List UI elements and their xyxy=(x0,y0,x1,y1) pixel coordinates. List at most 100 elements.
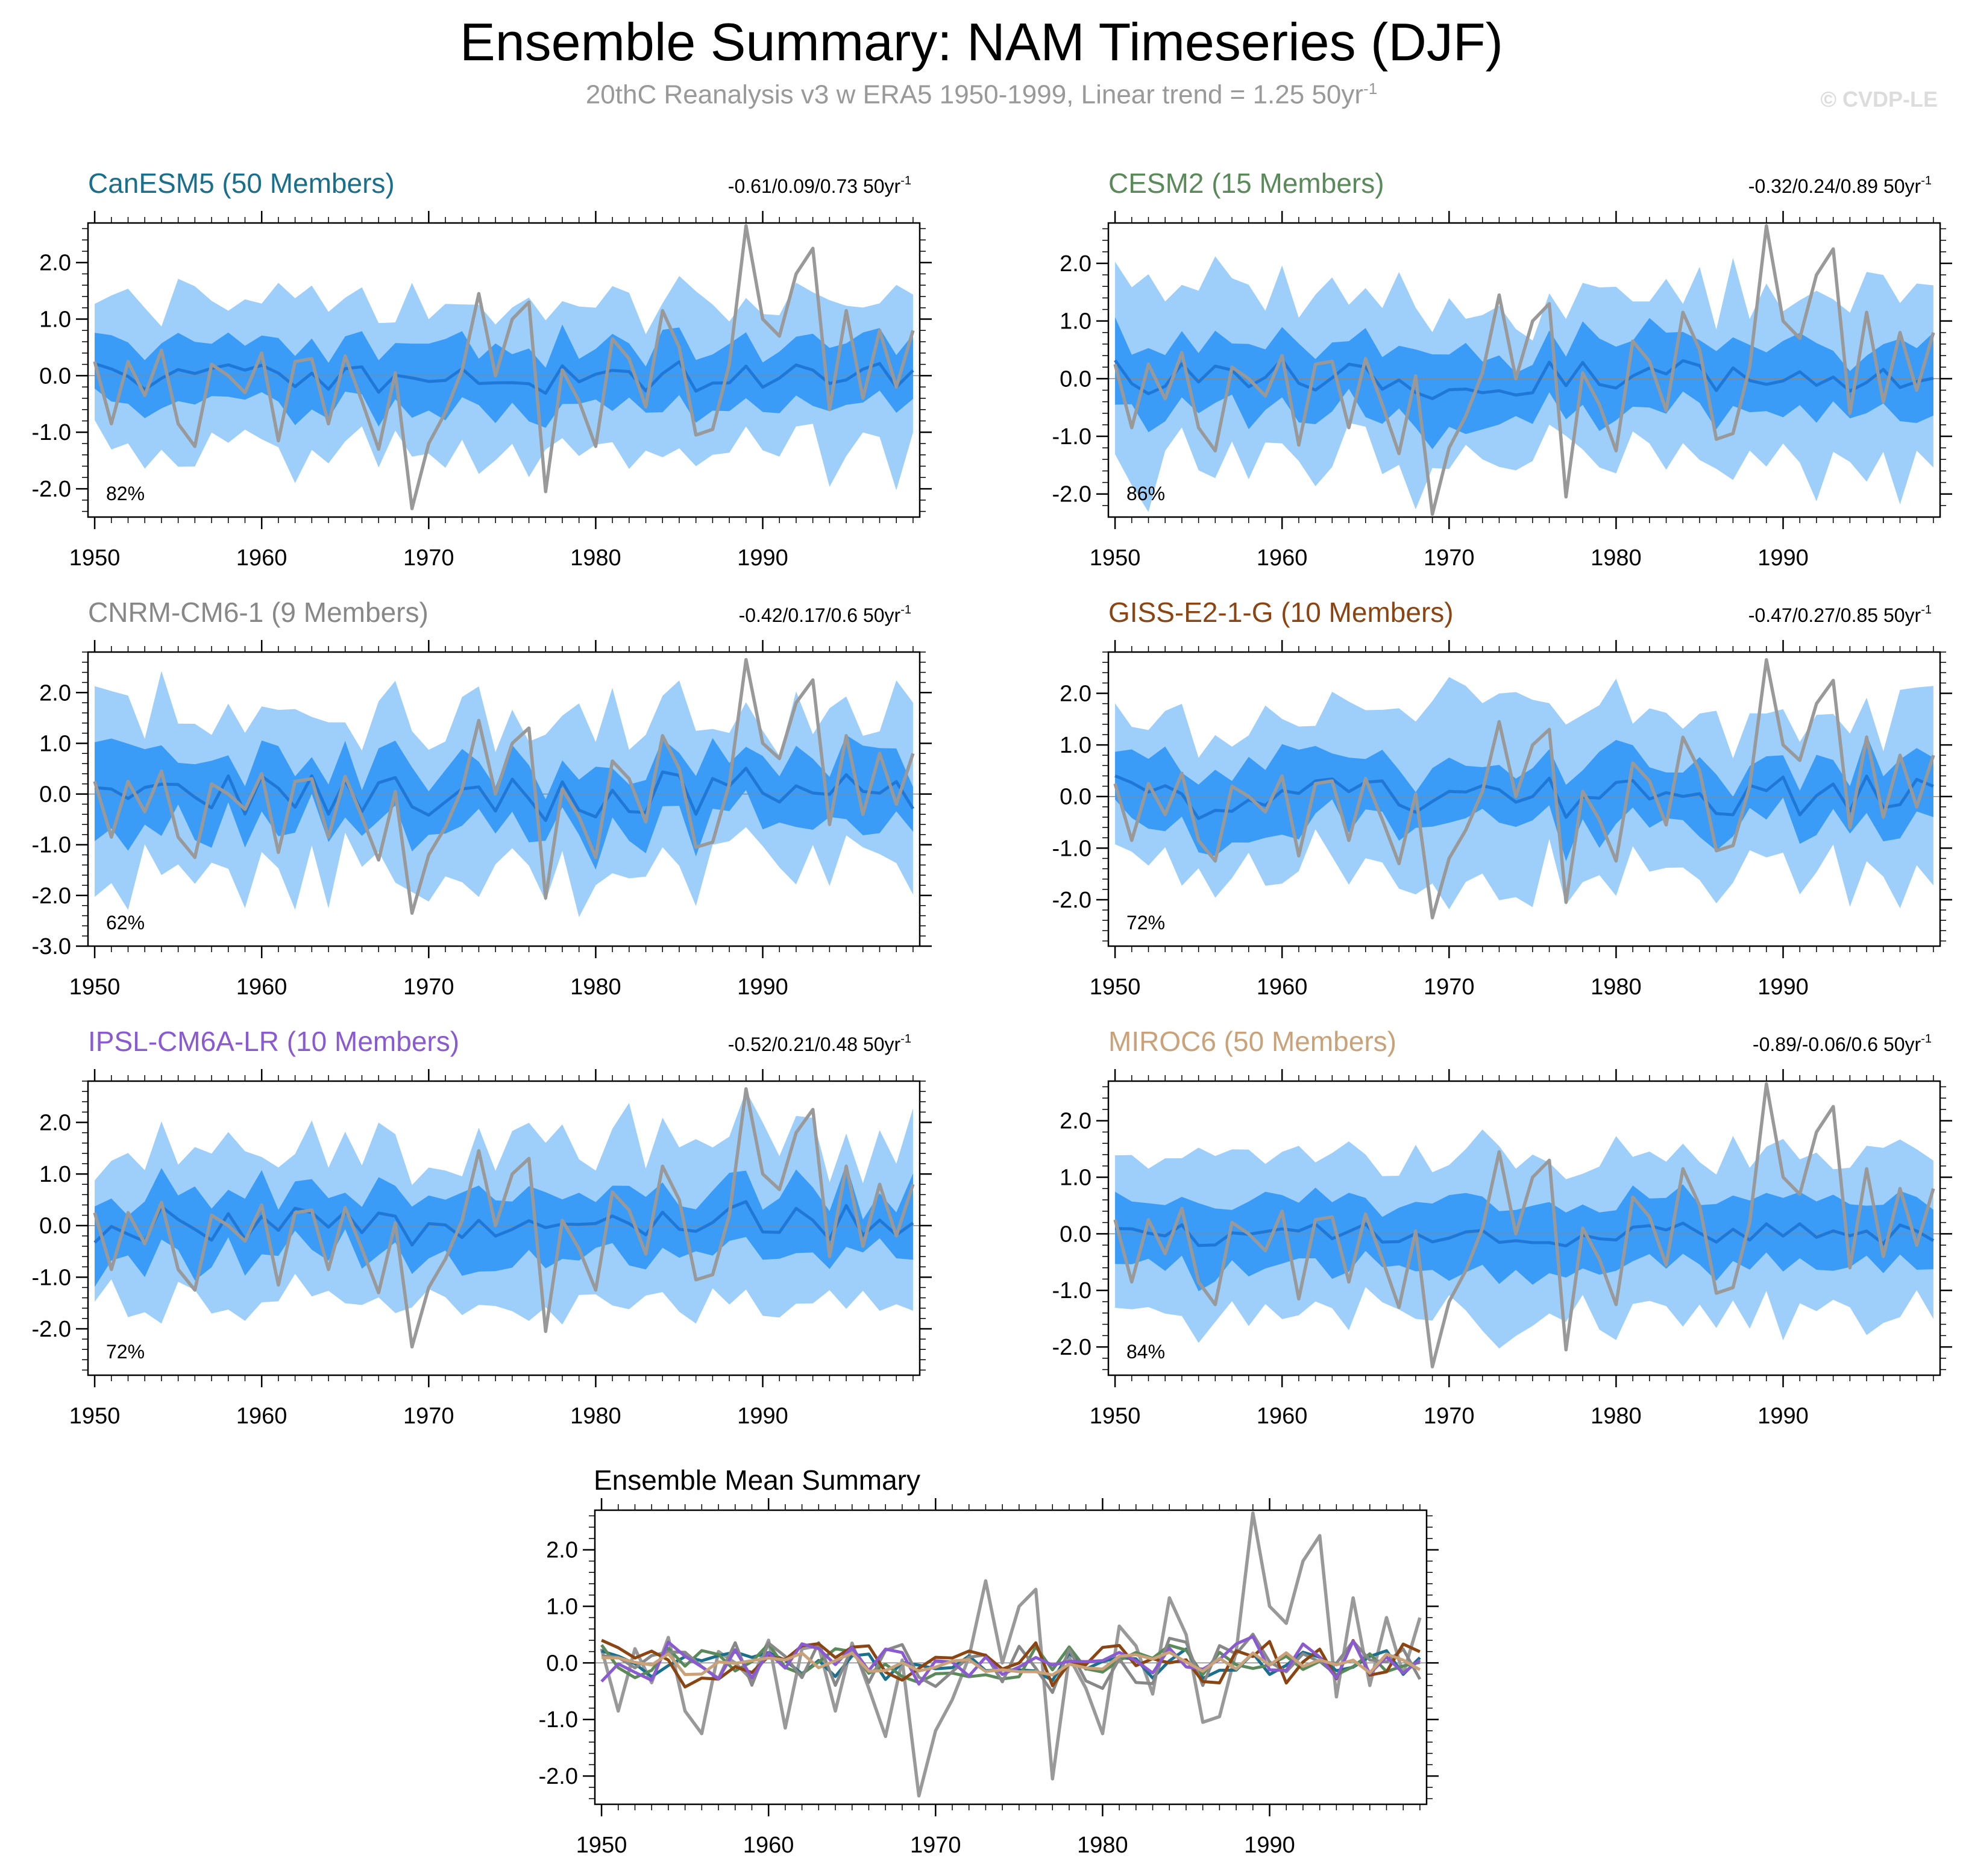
plot-frame xyxy=(1107,222,1941,518)
y-tick-label: 1.0 xyxy=(1060,309,1091,334)
y-tick-label: -2.0 xyxy=(1052,1335,1091,1360)
observed-line xyxy=(93,657,915,915)
x-tick-label: 1990 xyxy=(737,974,788,1000)
observed-line xyxy=(1113,1082,1935,1369)
panel-stats-value: -0.32/0.24/0.89 50yr xyxy=(1748,175,1921,197)
x-tick-label: 1970 xyxy=(1424,1404,1475,1429)
panel-stats: -0.52/0.21/0.48 50yr-1 xyxy=(728,1032,911,1055)
x-tick-label: 1970 xyxy=(403,974,454,1000)
x-tick-label: 1980 xyxy=(570,1404,621,1429)
y-tick-label: -1.0 xyxy=(1052,836,1091,861)
y-tick-label: 0.0 xyxy=(39,782,71,808)
panel-stats: -0.32/0.24/0.89 50yr-1 xyxy=(1748,174,1932,197)
y-tick-label: 1.0 xyxy=(39,307,71,333)
x-tick-label: 1950 xyxy=(1090,974,1141,1000)
y-tick-label: 0.0 xyxy=(546,1651,578,1676)
x-tick-label: 1980 xyxy=(1077,1833,1128,1858)
panel-cesm2: CESM2 (15 Members) -0.32/0.24/0.89 50yr-1… xyxy=(1052,168,1952,571)
y-tick-label: -1.0 xyxy=(539,1707,578,1733)
plot-frame xyxy=(87,651,921,947)
y-tick-label: 0.0 xyxy=(39,363,71,389)
x-tick-label: 1960 xyxy=(1257,974,1308,1000)
x-tick-label: 1970 xyxy=(403,1404,454,1429)
inner-spread-band xyxy=(95,735,913,870)
panel-stats-value: -0.47/0.27/0.85 50yr xyxy=(1748,604,1921,626)
figure-subtitle: 20thC Reanalysis v3 w ERA5 1950-1999, Li… xyxy=(0,80,1963,110)
inner-spread-band xyxy=(95,324,913,428)
x-tick-label: 1990 xyxy=(737,545,788,571)
y-tick-label: 2.0 xyxy=(1060,251,1091,277)
plot-frame xyxy=(594,1509,1428,1805)
panel-stats: -0.61/0.09/0.73 50yr-1 xyxy=(728,174,911,197)
x-tick-label: 1950 xyxy=(69,1404,121,1429)
x-tick-label: 1990 xyxy=(1757,545,1809,571)
observed-line xyxy=(93,224,915,510)
percent-label: 72% xyxy=(1126,912,1165,933)
y-tick-label: 0.0 xyxy=(1060,785,1091,810)
x-tick-label: 1980 xyxy=(1591,974,1642,1000)
model-mean-line xyxy=(600,1642,1421,1684)
panel-title: CESM2 (15 Members) xyxy=(1108,168,1384,199)
y-tick-label: 2.0 xyxy=(1060,681,1091,706)
y-tick-label: 0.0 xyxy=(1060,1222,1091,1247)
percent-label: 86% xyxy=(1126,483,1165,504)
model-mean-line xyxy=(601,1639,1421,1689)
plot-area xyxy=(88,1087,920,1349)
panel-stats: -0.42/0.17/0.6 50yr-1 xyxy=(739,603,911,626)
y-tick-label: -1.0 xyxy=(32,833,71,858)
plot-area xyxy=(88,224,920,510)
y-tick-label: -3.0 xyxy=(32,934,71,959)
x-tick-label: 1960 xyxy=(743,1833,794,1858)
panel-stats-exponent: -1 xyxy=(900,174,911,187)
x-tick-label: 1970 xyxy=(910,1833,961,1858)
observed-line xyxy=(600,1511,1422,1798)
observed-line xyxy=(1113,658,1935,920)
panel-stats: -0.89/-0.06/0.6 50yr-1 xyxy=(1753,1032,1932,1055)
y-tick-label: 2.0 xyxy=(546,1538,578,1563)
x-tick-label: 1960 xyxy=(236,974,287,1000)
plot-area xyxy=(88,657,920,917)
y-tick-label: -2.0 xyxy=(539,1764,578,1789)
percent-label: 62% xyxy=(106,912,145,933)
y-tick-label: -1.0 xyxy=(32,420,71,445)
x-tick-label: 1990 xyxy=(1244,1833,1295,1858)
observed-line xyxy=(93,1087,915,1349)
ensemble-mean-line xyxy=(93,1200,914,1247)
y-tick-label: 1.0 xyxy=(1060,1165,1091,1191)
x-tick-label: 1970 xyxy=(1424,545,1475,571)
panel-stats-exponent: -1 xyxy=(900,603,911,616)
percent-label: 84% xyxy=(1126,1341,1165,1363)
y-tick-label: -1.0 xyxy=(1052,1278,1091,1303)
plot-frame xyxy=(1107,1080,1941,1376)
panel-title: CanESM5 (50 Members) xyxy=(88,168,395,199)
y-tick-label: -2.0 xyxy=(1052,482,1091,507)
plot-area xyxy=(1108,658,1940,920)
y-tick-label: -1.0 xyxy=(32,1265,71,1290)
x-tick-label: 1960 xyxy=(1257,1404,1308,1429)
y-tick-label: 2.0 xyxy=(1060,1109,1091,1134)
y-tick-label: 2.0 xyxy=(39,251,71,276)
subtitle-exponent: -1 xyxy=(1363,80,1378,98)
y-tick-label: 2.0 xyxy=(39,1110,71,1135)
y-tick-label: 0.0 xyxy=(1060,366,1091,392)
cvdp-watermark: © CVDP-LE xyxy=(1820,87,1938,111)
x-tick-label: 1950 xyxy=(1090,1404,1141,1429)
panel-miroc6: MIROC6 (50 Members) -0.89/-0.06/0.6 50yr-… xyxy=(1052,1026,1952,1429)
x-tick-label: 1990 xyxy=(1757,1404,1809,1429)
plot-area xyxy=(1108,1082,1940,1369)
panel-title: MIROC6 (50 Members) xyxy=(1108,1026,1396,1057)
y-tick-label: -2.0 xyxy=(32,477,71,502)
plot-frame xyxy=(87,222,921,518)
ensemble-mean-line xyxy=(94,360,914,395)
x-tick-label: 1980 xyxy=(1591,1404,1642,1429)
panel-stats-value: -0.42/0.17/0.6 50yr xyxy=(739,604,901,626)
x-tick-label: 1950 xyxy=(1090,545,1141,571)
x-tick-label: 1960 xyxy=(1257,545,1308,571)
panel-stats: -0.47/0.27/0.85 50yr-1 xyxy=(1748,603,1932,626)
x-tick-label: 1970 xyxy=(403,545,454,571)
y-tick-label: 1.0 xyxy=(546,1595,578,1620)
x-tick-label: 1990 xyxy=(737,1404,788,1429)
x-tick-label: 1950 xyxy=(69,974,121,1000)
y-tick-label: -2.0 xyxy=(32,1317,71,1342)
